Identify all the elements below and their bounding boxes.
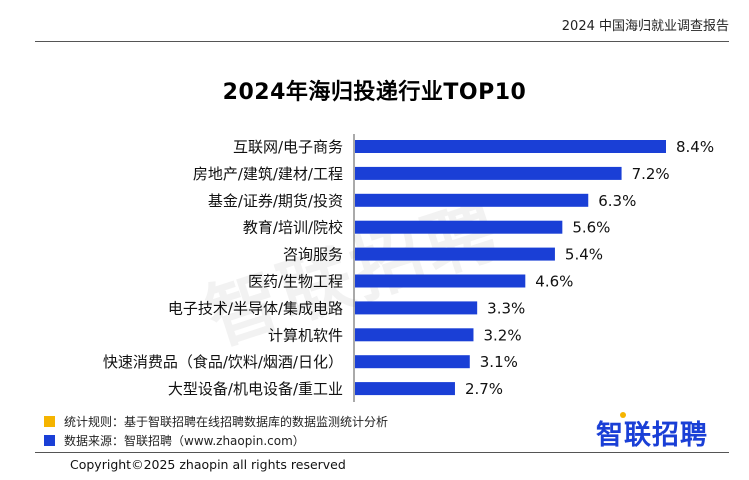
- bar: [355, 355, 470, 369]
- category-label: 计算机软件: [268, 326, 343, 344]
- footer-divider: [35, 452, 729, 453]
- yellow-square-icon: [44, 416, 55, 427]
- value-label: 5.4%: [565, 246, 603, 264]
- bar-chart: 互联网/电子商务 8.4% 房地产/建筑/建材/工程 7.2% 基金/证券/期货/投资 6…: [103, 134, 714, 402]
- category-label: 咨询服务: [283, 246, 343, 264]
- bar: [355, 247, 555, 261]
- bar: [355, 193, 589, 207]
- value-label: 2.7%: [465, 380, 503, 398]
- category-label: 房地产/建筑/建材/工程: [193, 165, 343, 183]
- note-rule-text: 统计规则：基于智联招聘在线招聘数据库的数据监测统计分析: [64, 415, 389, 429]
- header-divider: [35, 41, 729, 42]
- zhaopin-logo: 智联招聘: [596, 420, 708, 451]
- note-rule: 统计规则：基于智联招聘在线招聘数据库的数据监测统计分析: [44, 413, 388, 430]
- chart-title: 2024年海归投递行业TOP10: [222, 80, 527, 105]
- value-label: 8.4%: [676, 138, 714, 156]
- value-label: 5.6%: [572, 219, 610, 237]
- report-title: 2024 中国海归就业调查报告: [561, 19, 729, 34]
- category-label: 医药/生物工程: [248, 273, 343, 291]
- bar: [355, 140, 666, 153]
- category-label: 互联网/电子商务: [233, 138, 343, 156]
- value-label: 3.3%: [487, 299, 525, 317]
- value-label: 3.1%: [480, 353, 518, 371]
- bar: [355, 301, 478, 315]
- bar: [355, 166, 622, 180]
- bar: [355, 220, 563, 234]
- blue-square-icon: [44, 435, 55, 446]
- value-label: 6.3%: [598, 192, 636, 210]
- category-label: 基金/证券/期货/投资: [208, 192, 343, 210]
- category-label: 快速消费品（食品/饮料/烟酒/日化）: [103, 353, 343, 371]
- note-source: 数据来源：智联招聘（www.zhaopin.com）: [44, 432, 305, 449]
- note-source-text: 数据来源：智联招聘（www.zhaopin.com）: [64, 434, 305, 448]
- value-label: 4.6%: [535, 273, 573, 291]
- bar: [355, 274, 526, 288]
- value-label: 7.2%: [632, 165, 670, 183]
- logo-dot-icon: [620, 412, 626, 418]
- bar: [355, 382, 455, 396]
- category-label: 电子技术/半导体/集成电路: [168, 299, 343, 317]
- copyright: Copyright©2025 zhaopin all rights reserv…: [70, 457, 346, 472]
- value-label: 3.2%: [483, 326, 521, 344]
- category-label: 教育/培训/院校: [243, 219, 343, 237]
- bar: [355, 328, 474, 342]
- category-label: 大型设备/机电设备/重工业: [168, 380, 343, 398]
